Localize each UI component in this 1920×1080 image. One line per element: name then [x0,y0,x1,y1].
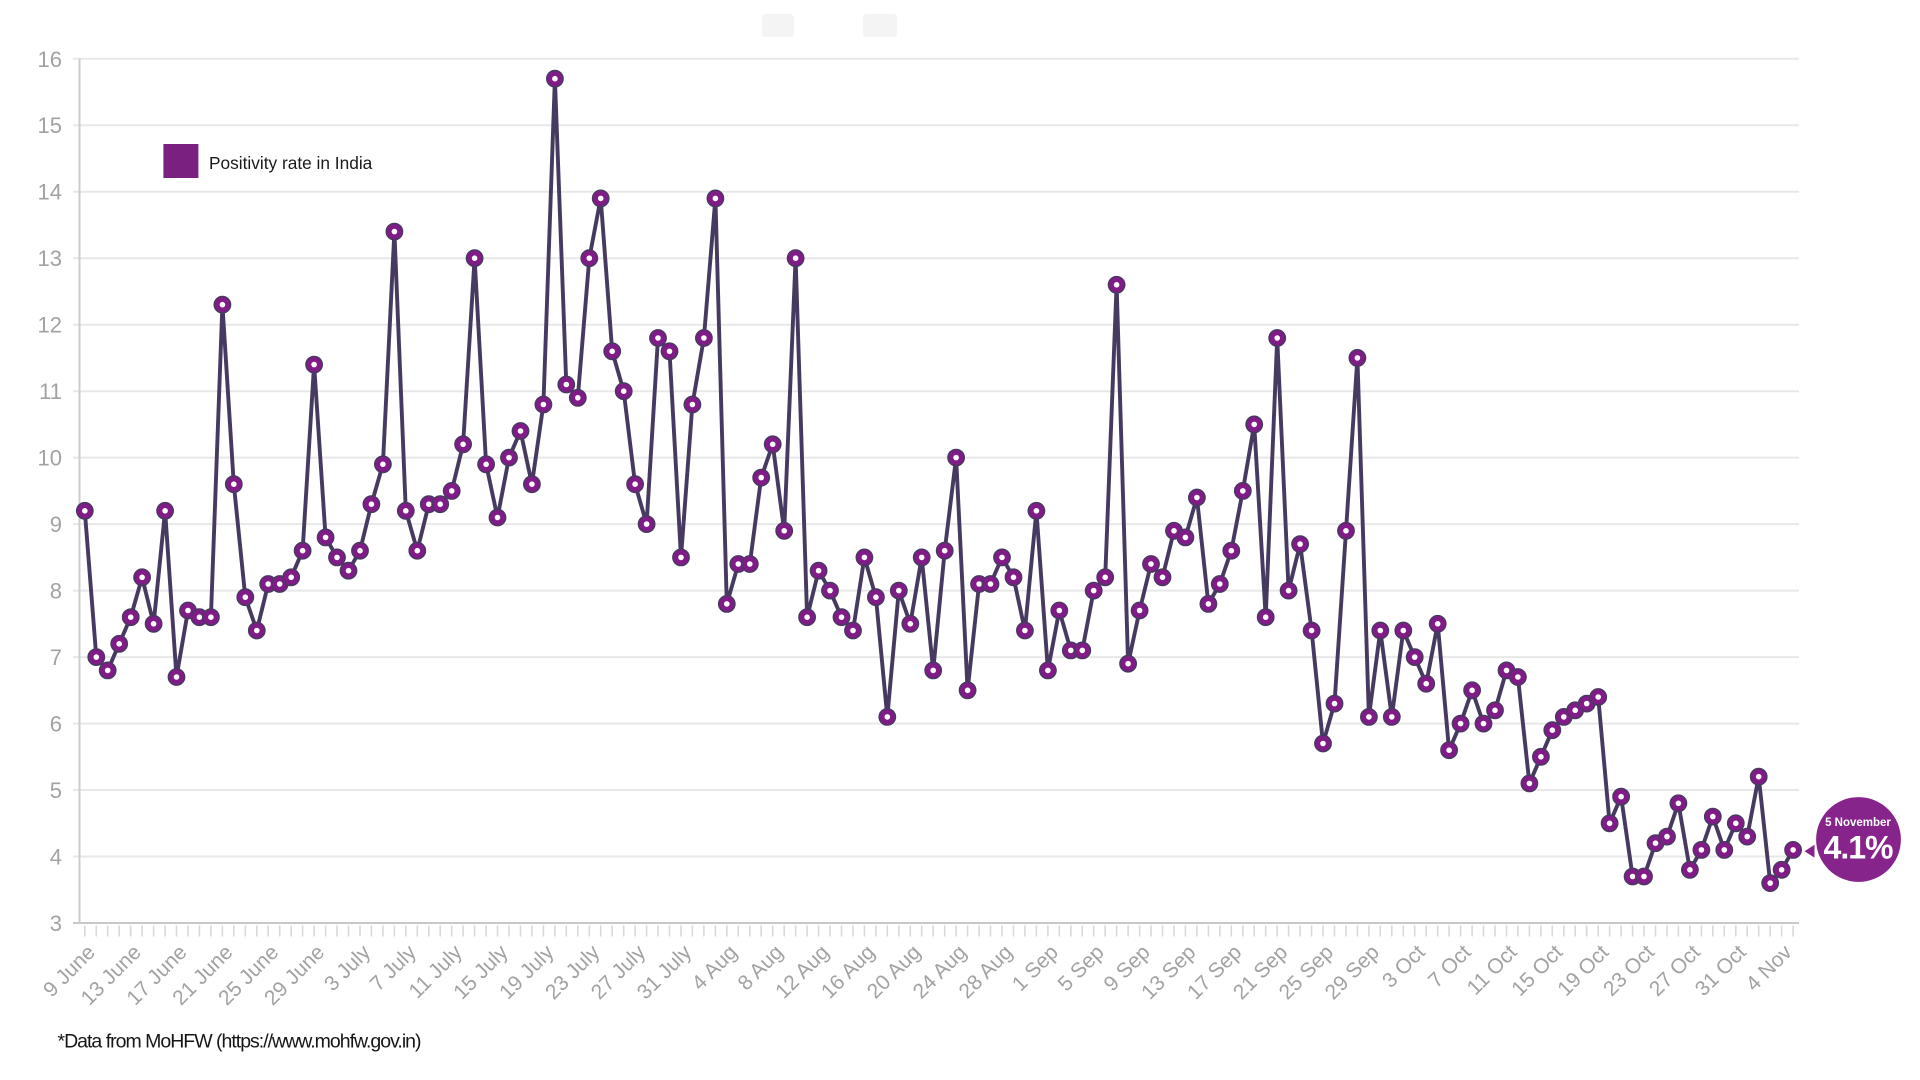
svg-text:8: 8 [50,579,62,604]
svg-text:4: 4 [50,845,62,870]
svg-text:14: 14 [38,180,62,205]
svg-text:15: 15 [38,113,62,138]
svg-text:12: 12 [38,313,62,338]
svg-text:3: 3 [50,911,62,936]
svg-text:16: 16 [38,47,62,72]
svg-text:10: 10 [38,446,62,471]
svg-text:Positivity rate in India: Positivity rate in India [209,153,373,173]
svg-text:7: 7 [50,645,62,670]
svg-text:9: 9 [50,512,62,537]
svg-text:4.1%: 4.1% [1824,830,1893,866]
svg-text:11: 11 [39,379,62,404]
svg-text:13: 13 [38,246,62,271]
svg-text:6: 6 [50,712,62,737]
svg-text:*Data from MoHFW (https://www.: *Data from MoHFW (https://www.mohfw.gov.… [58,1031,421,1053]
svg-text:5: 5 [50,778,62,803]
svg-text:5 November: 5 November [1825,817,1891,829]
